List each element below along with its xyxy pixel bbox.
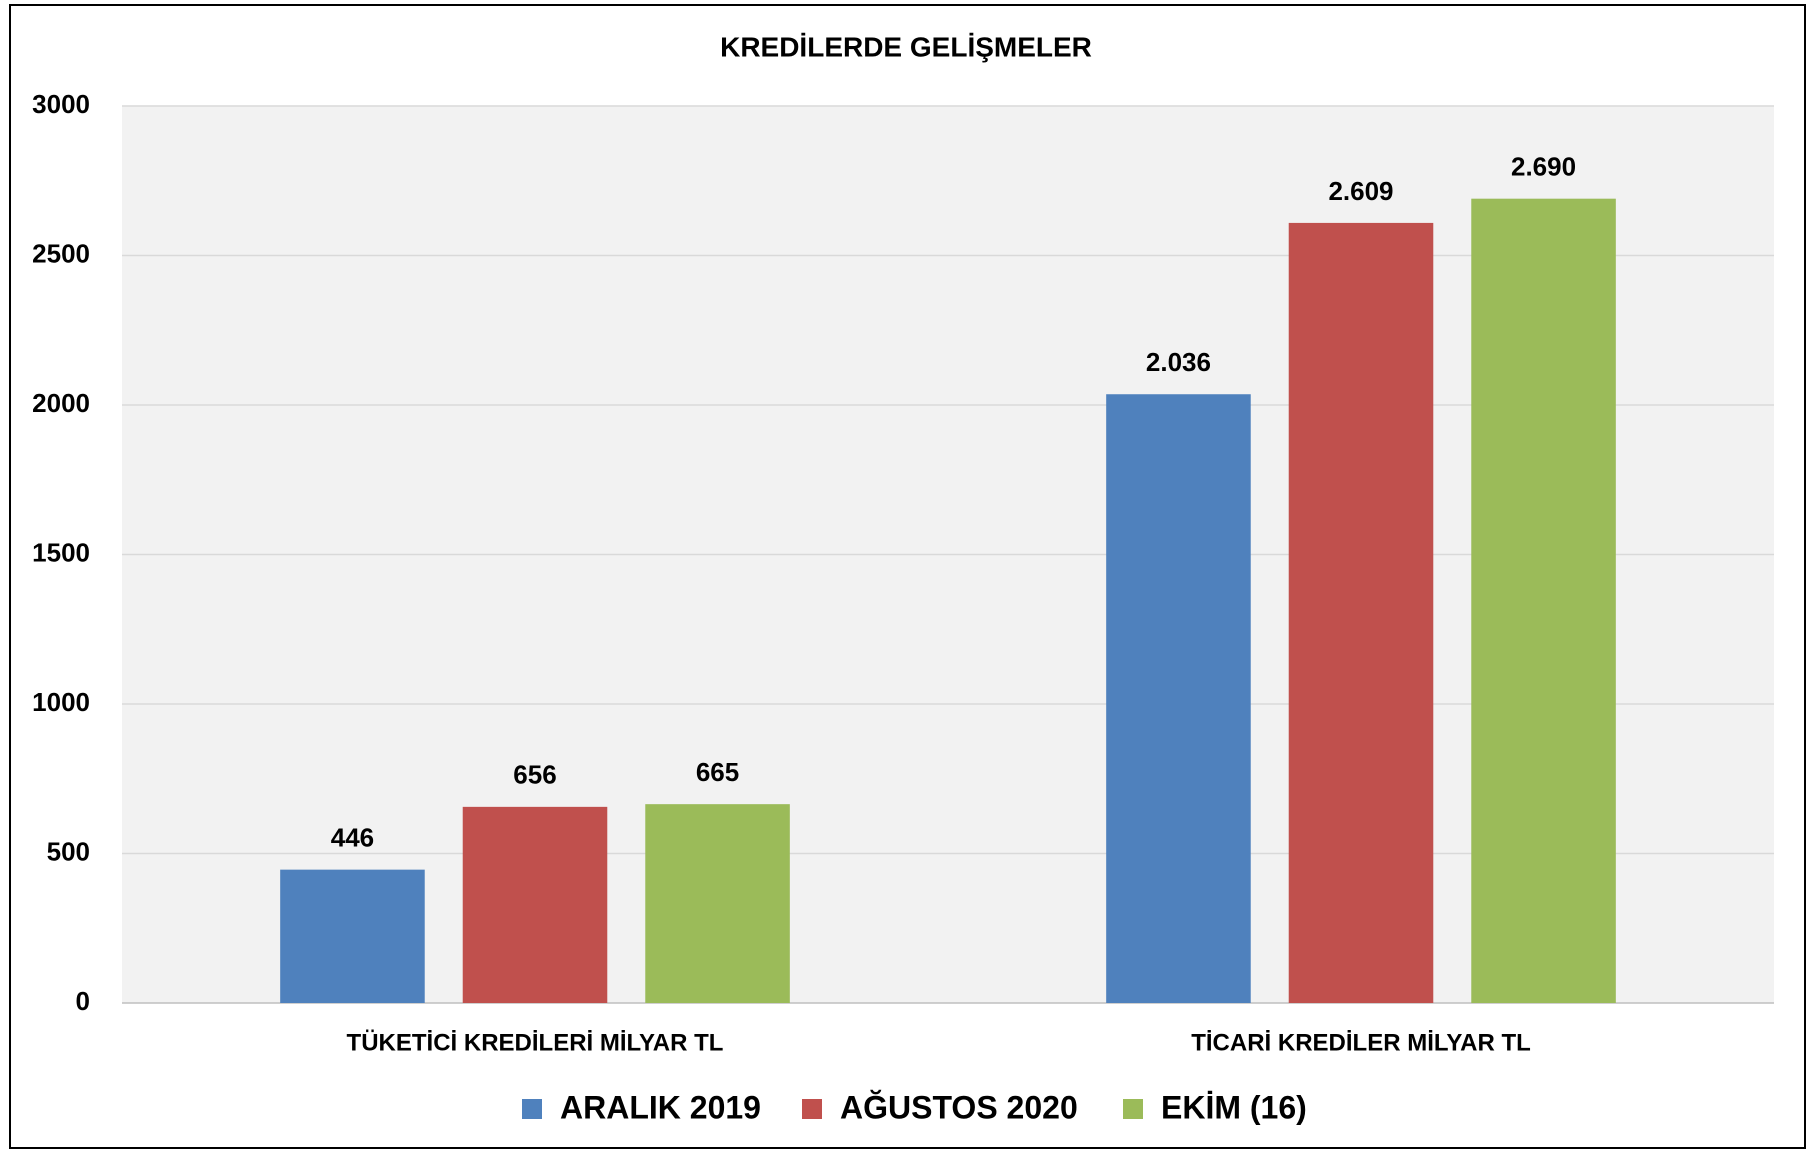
data-label: 2.609 — [1328, 176, 1393, 206]
y-tick-label: 2000 — [32, 388, 90, 418]
bar — [1471, 198, 1616, 1003]
bar — [645, 804, 790, 1003]
legend-label: ARALIK 2019 — [560, 1089, 761, 1125]
data-label: 446 — [331, 823, 374, 853]
y-tick-label: 500 — [47, 836, 90, 866]
legend-swatch — [1123, 1099, 1143, 1119]
x-tick-label: TİCARİ KREDİLER MİLYAR TL — [1191, 1029, 1531, 1056]
bar — [1288, 222, 1434, 1003]
y-tick-label: 0 — [76, 986, 90, 1016]
data-label: 2.690 — [1511, 152, 1576, 182]
data-label: 2.036 — [1146, 347, 1211, 377]
y-tick-label: 3000 — [32, 89, 90, 119]
bar — [1106, 394, 1251, 1004]
bar — [280, 869, 425, 1003]
y-tick-label: 2500 — [32, 238, 90, 268]
legend-label: EKİM (16) — [1161, 1089, 1307, 1125]
data-label: 665 — [696, 757, 739, 787]
legend-swatch — [522, 1099, 542, 1119]
y-tick-label: 1500 — [32, 537, 90, 567]
x-tick-label: TÜKETİCİ KREDİLERİ MİLYAR TL — [347, 1029, 724, 1056]
legend-swatch — [802, 1099, 822, 1119]
legend-label: AĞUSTOS 2020 — [840, 1089, 1078, 1125]
chart-title: KREDİLERDE GELİŞMELER — [720, 31, 1092, 62]
data-label: 656 — [513, 760, 556, 790]
bar — [462, 806, 608, 1003]
y-tick-label: 1000 — [32, 687, 90, 717]
